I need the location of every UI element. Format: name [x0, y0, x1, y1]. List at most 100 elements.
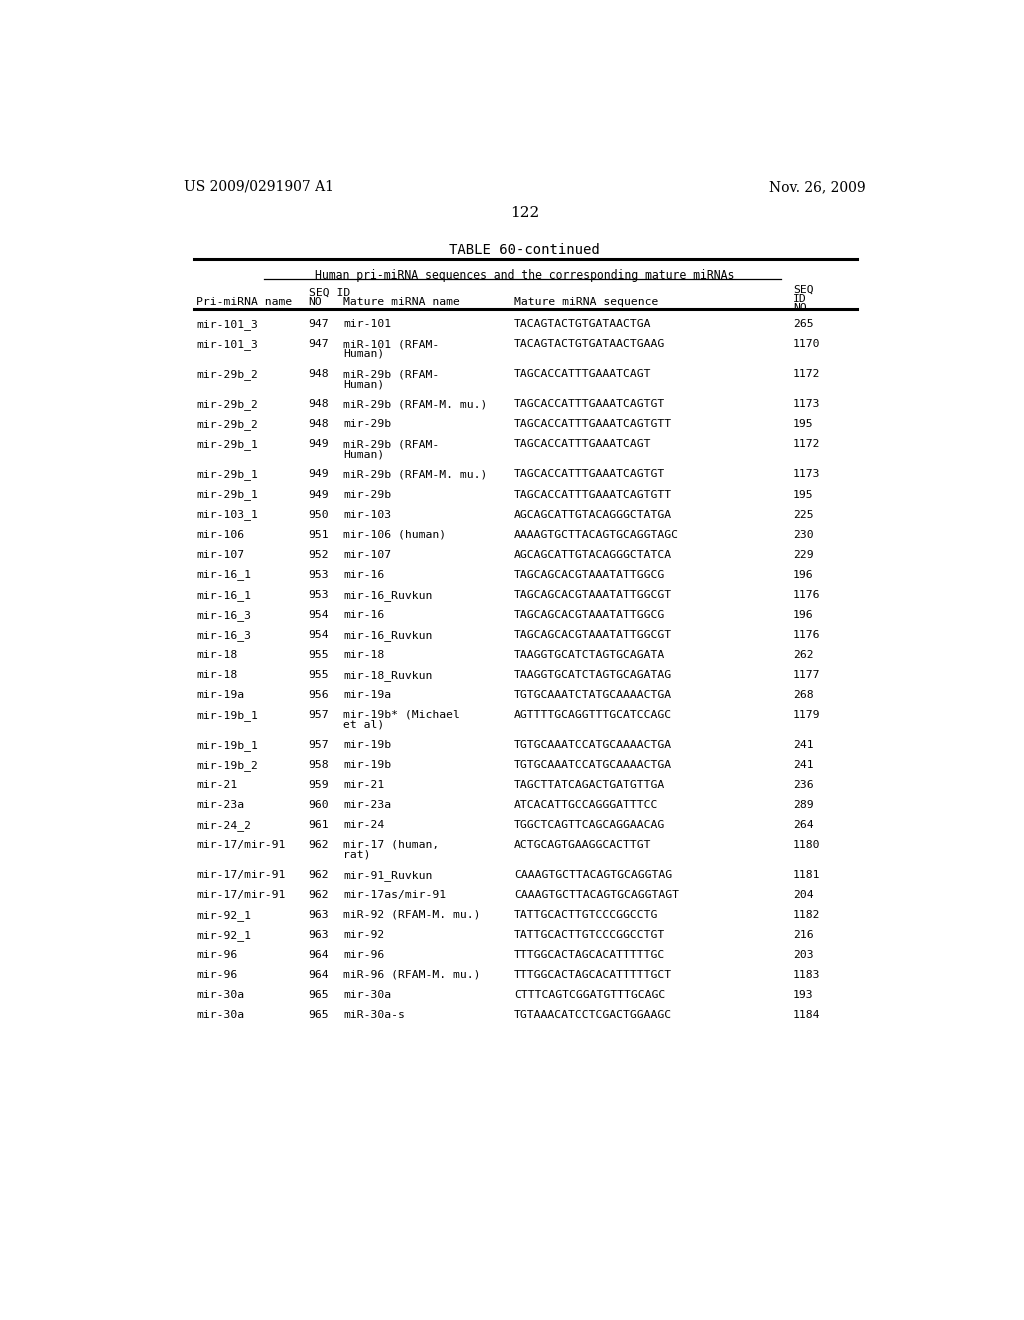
Text: mir-30a: mir-30a — [343, 990, 391, 1001]
Text: 1172: 1172 — [793, 370, 820, 379]
Text: 1179: 1179 — [793, 710, 820, 719]
Text: AGCAGCATTGTACAGGGCTATGA: AGCAGCATTGTACAGGGCTATGA — [514, 510, 672, 520]
Text: 962: 962 — [308, 840, 329, 850]
Text: mir-29b_2: mir-29b_2 — [197, 420, 258, 430]
Text: 950: 950 — [308, 510, 329, 520]
Text: 230: 230 — [793, 529, 814, 540]
Text: 951: 951 — [308, 529, 329, 540]
Text: mir-16_3: mir-16_3 — [197, 610, 251, 620]
Text: TAGCAGCACGTAAATATTGGCGT: TAGCAGCACGTAAATATTGGCGT — [514, 630, 672, 640]
Text: 196: 196 — [793, 570, 814, 579]
Text: TAGCACCATTTGAAATCAGTGTT: TAGCACCATTTGAAATCAGTGTT — [514, 490, 672, 499]
Text: mir-19b* (Michael: mir-19b* (Michael — [343, 710, 461, 719]
Text: 948: 948 — [308, 420, 329, 429]
Text: 204: 204 — [793, 890, 814, 900]
Text: mir-30a: mir-30a — [197, 1010, 245, 1020]
Text: mir-19a: mir-19a — [343, 689, 391, 700]
Text: 195: 195 — [793, 490, 814, 499]
Text: TAGCACCATTTGAAATCAGTGT: TAGCACCATTTGAAATCAGTGT — [514, 470, 666, 479]
Text: miR-29b (RFAM-: miR-29b (RFAM- — [343, 440, 439, 449]
Text: mir-17 (human,: mir-17 (human, — [343, 840, 439, 850]
Text: mir-23a: mir-23a — [343, 800, 391, 809]
Text: mir-17/mir-91: mir-17/mir-91 — [197, 870, 286, 880]
Text: TTTGGCACTAGCACATTTTTGC: TTTGGCACTAGCACATTTTTGC — [514, 950, 666, 960]
Text: 122: 122 — [510, 206, 540, 220]
Text: miR-29b (RFAM-: miR-29b (RFAM- — [343, 370, 439, 379]
Text: mir-101_3: mir-101_3 — [197, 339, 258, 350]
Text: 216: 216 — [793, 929, 814, 940]
Text: AGCAGCATTGTACAGGGCTATCA: AGCAGCATTGTACAGGGCTATCA — [514, 549, 672, 560]
Text: mir-16: mir-16 — [343, 570, 385, 579]
Text: mir-29b_1: mir-29b_1 — [197, 490, 258, 500]
Text: mir-103: mir-103 — [343, 510, 391, 520]
Text: 1170: 1170 — [793, 339, 820, 350]
Text: 965: 965 — [308, 990, 329, 1001]
Text: 229: 229 — [793, 549, 814, 560]
Text: mir-24: mir-24 — [343, 820, 385, 830]
Text: mir-19a: mir-19a — [197, 689, 245, 700]
Text: 1176: 1176 — [793, 630, 820, 640]
Text: mir-101: mir-101 — [343, 319, 391, 329]
Text: 959: 959 — [308, 780, 329, 789]
Text: 225: 225 — [793, 510, 814, 520]
Text: TGTGCAAATCTATGCAAAACTGA: TGTGCAAATCTATGCAAAACTGA — [514, 689, 672, 700]
Text: 262: 262 — [793, 649, 814, 660]
Text: mir-91_Ruvkun: mir-91_Ruvkun — [343, 870, 433, 880]
Text: Pri-miRNA name: Pri-miRNA name — [197, 297, 293, 308]
Text: CAAAGTGCTTACAGTGCAGGTAG: CAAAGTGCTTACAGTGCAGGTAG — [514, 870, 672, 880]
Text: 963: 963 — [308, 909, 329, 920]
Text: 953: 953 — [308, 570, 329, 579]
Text: mir-18: mir-18 — [343, 649, 385, 660]
Text: mir-103_1: mir-103_1 — [197, 510, 258, 520]
Text: mir-18: mir-18 — [197, 649, 238, 660]
Text: mir-29b_2: mir-29b_2 — [197, 370, 258, 380]
Text: Human pri-miRNA sequences and the corresponding mature miRNAs: Human pri-miRNA sequences and the corres… — [315, 269, 734, 282]
Text: 955: 955 — [308, 669, 329, 680]
Text: mir-16_1: mir-16_1 — [197, 570, 251, 581]
Text: Nov. 26, 2009: Nov. 26, 2009 — [769, 180, 866, 194]
Text: mir-92_1: mir-92_1 — [197, 929, 251, 941]
Text: mir-19b_1: mir-19b_1 — [197, 710, 258, 721]
Text: 949: 949 — [308, 470, 329, 479]
Text: NO: NO — [308, 297, 323, 308]
Text: mir-29b: mir-29b — [343, 490, 391, 499]
Text: 961: 961 — [308, 820, 329, 830]
Text: 964: 964 — [308, 950, 329, 960]
Text: TAAGGTGCATCTAGTGCAGATA: TAAGGTGCATCTAGTGCAGATA — [514, 649, 666, 660]
Text: mir-16_3: mir-16_3 — [197, 630, 251, 640]
Text: 1180: 1180 — [793, 840, 820, 850]
Text: 1172: 1172 — [793, 440, 820, 449]
Text: 957: 957 — [308, 710, 329, 719]
Text: 962: 962 — [308, 870, 329, 880]
Text: TAGCACCATTTGAAATCAGT: TAGCACCATTTGAAATCAGT — [514, 370, 651, 379]
Text: mir-21: mir-21 — [343, 780, 385, 789]
Text: NO: NO — [793, 304, 807, 313]
Text: et al): et al) — [343, 719, 385, 730]
Text: 949: 949 — [308, 490, 329, 499]
Text: mir-96: mir-96 — [197, 970, 238, 979]
Text: mir-17/mir-91: mir-17/mir-91 — [197, 890, 286, 900]
Text: 948: 948 — [308, 400, 329, 409]
Text: mir-107: mir-107 — [197, 549, 245, 560]
Text: Human): Human) — [343, 379, 385, 389]
Text: 193: 193 — [793, 990, 814, 1001]
Text: mir-92: mir-92 — [343, 929, 385, 940]
Text: mir-24_2: mir-24_2 — [197, 820, 251, 830]
Text: 203: 203 — [793, 950, 814, 960]
Text: 952: 952 — [308, 549, 329, 560]
Text: miR-92 (RFAM-M. mu.): miR-92 (RFAM-M. mu.) — [343, 909, 481, 920]
Text: mir-30a: mir-30a — [197, 990, 245, 1001]
Text: ID: ID — [793, 294, 807, 304]
Text: TTTGGCACTAGCACATTTTTGCT: TTTGGCACTAGCACATTTTTGCT — [514, 970, 672, 979]
Text: miR-30a-s: miR-30a-s — [343, 1010, 406, 1020]
Text: TAGCAGCACGTAAATATTGGCG: TAGCAGCACGTAAATATTGGCG — [514, 610, 666, 619]
Text: mir-18: mir-18 — [197, 669, 238, 680]
Text: 964: 964 — [308, 970, 329, 979]
Text: TACAGTACTGTGATAACTGA: TACAGTACTGTGATAACTGA — [514, 319, 651, 329]
Text: 954: 954 — [308, 630, 329, 640]
Text: 241: 241 — [793, 739, 814, 750]
Text: 948: 948 — [308, 370, 329, 379]
Text: 949: 949 — [308, 440, 329, 449]
Text: 953: 953 — [308, 590, 329, 599]
Text: SEQ ID: SEQ ID — [308, 288, 350, 298]
